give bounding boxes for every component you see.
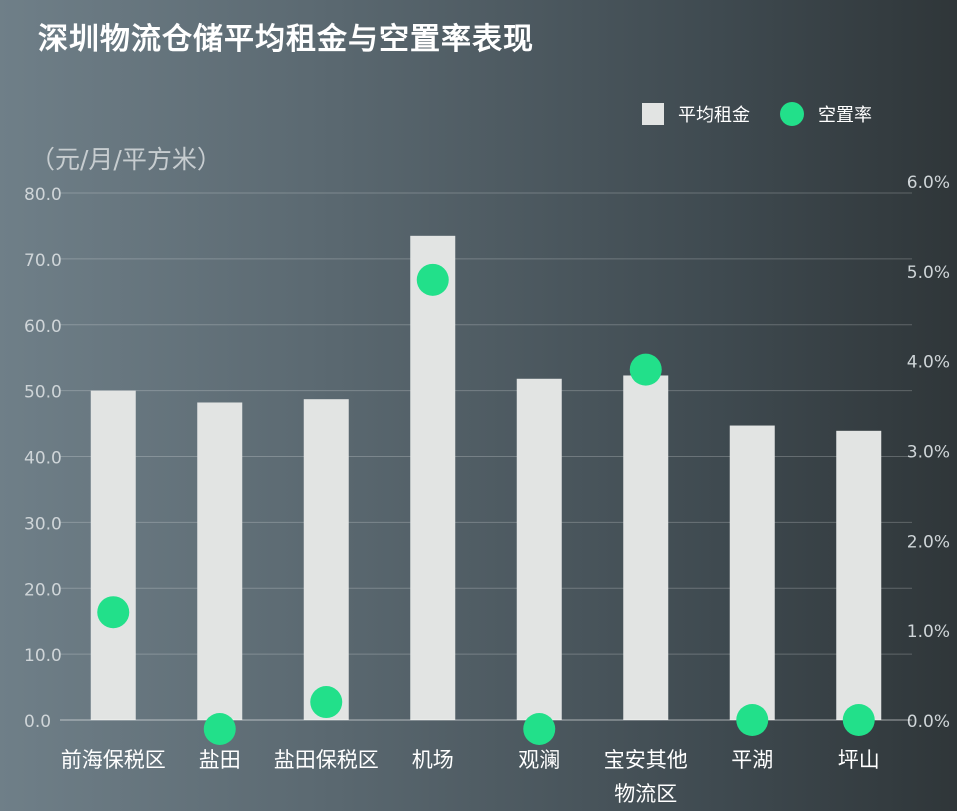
rent-bar [197, 402, 243, 720]
x-tick-label: 盐田 [199, 748, 241, 772]
chart-title: 深圳物流仓储平均租金与空置率表现 [38, 22, 534, 57]
y2-tick-label: 1.0% [907, 622, 950, 642]
vacancy-point [523, 712, 556, 745]
vacancy-point [97, 596, 130, 629]
y2-tick-label: 5.0% [907, 263, 950, 283]
x-tick-label: 坪山 [838, 748, 880, 772]
y-tick-label: 70.0 [24, 251, 62, 271]
vacancy-point [203, 712, 236, 745]
x-tick-label: 宝安其他 [604, 748, 688, 772]
vacancy-point [416, 263, 449, 296]
rent-bar [303, 399, 349, 720]
legend: 平均租金 空置率 [642, 101, 872, 127]
x-tick-label: 盐田保税区 [274, 748, 379, 772]
x-tick-label: 物流区 [614, 782, 677, 806]
vacancy-point [310, 686, 343, 719]
rent-bar [90, 390, 136, 720]
rent-bar [516, 378, 562, 720]
x-tick-label: 机场 [412, 748, 454, 772]
y-axis-unit-label: （元/月/平方米） [30, 145, 222, 174]
vacancy-point [629, 353, 662, 386]
rent-bar [623, 375, 669, 720]
y-tick-label: 50.0 [24, 383, 62, 403]
y2-tick-label: 3.0% [907, 443, 950, 463]
y-tick-label: 0.0 [24, 712, 51, 732]
rent-bar [410, 235, 456, 720]
legend-vacancy-swatch [780, 102, 804, 126]
legend-vacancy-label: 空置率 [818, 105, 872, 126]
vacancy-point [736, 704, 769, 736]
rent-bar [836, 430, 882, 720]
y-tick-label: 20.0 [24, 580, 62, 600]
legend-rent-label: 平均租金 [678, 105, 750, 126]
x-tick-label: 观澜 [518, 748, 560, 772]
y-tick-label: 40.0 [24, 449, 62, 469]
legend-rent-swatch [642, 103, 664, 125]
y2-tick-label: 6.0% [907, 173, 950, 193]
rent-bar [729, 425, 775, 720]
y-tick-label: 80.0 [24, 185, 62, 205]
y-tick-label: 60.0 [24, 317, 62, 337]
vacancy-point [842, 704, 875, 736]
y-tick-label: 30.0 [24, 514, 62, 534]
y2-tick-label: 2.0% [907, 532, 950, 552]
y2-tick-label: 0.0% [907, 712, 950, 732]
y-tick-label: 10.0 [24, 646, 62, 666]
x-tick-label: 平湖 [731, 748, 773, 772]
x-tick-label: 前海保税区 [61, 748, 166, 772]
y2-tick-label: 4.0% [907, 353, 950, 373]
